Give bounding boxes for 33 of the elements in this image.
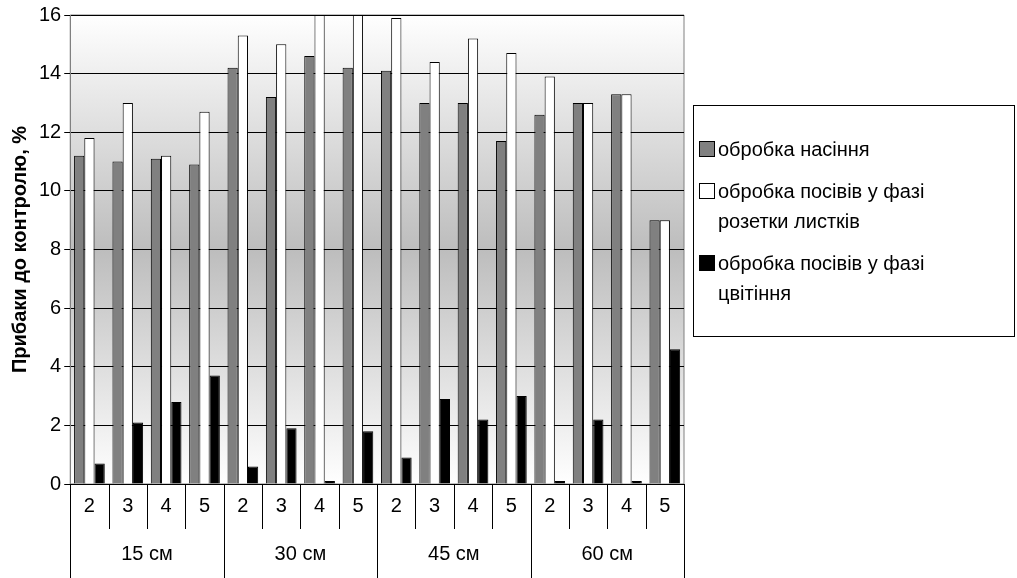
x-tick-label: 4 — [160, 493, 172, 516]
legend-label: обробка посівів у фазі цвітіння — [718, 251, 926, 306]
x-tick-label: 5 — [505, 493, 517, 516]
x-tick-label: 2 — [237, 493, 249, 516]
x-tick-label: 3 — [122, 493, 134, 516]
y-tick-label: 4 — [50, 354, 62, 377]
legend-label: обробка насіння — [718, 137, 870, 162]
x-tick-label: 2 — [390, 493, 402, 516]
x-tick-label: 4 — [467, 493, 479, 516]
y-tick-label: 12 — [39, 119, 62, 142]
x-tick-label: 2 — [83, 493, 95, 516]
x-tick-label: 3 — [275, 493, 287, 516]
text: 15 см — [121, 541, 173, 564]
y-tick-label: 0 — [50, 471, 62, 494]
x-tick-label: 4 — [620, 493, 633, 516]
text: обробка посівів у фазі розетки листків — [718, 179, 926, 234]
x-tick-label: 5 — [659, 493, 671, 516]
x-tick-label: 5 — [352, 493, 364, 516]
y-tick-label: 14 — [39, 61, 62, 84]
x-tick-label: 3 — [582, 493, 594, 516]
text: 30 см — [274, 541, 327, 564]
y-axis-title: Прибаки до контролю, % — [7, 125, 30, 374]
y-tick-label: 6 — [50, 295, 62, 318]
y-tick-label: 2 — [50, 412, 62, 435]
x-tick-label: 5 — [198, 493, 211, 516]
text: 45 см — [428, 541, 480, 564]
x-tick-label: 2 — [544, 493, 556, 516]
y-tick-label: 10 — [39, 178, 62, 201]
x-tick-label: 4 — [314, 493, 326, 516]
text: 60 см — [581, 541, 634, 564]
y-tick-label: 8 — [50, 237, 62, 260]
y-tick-label: 16 — [39, 2, 62, 25]
x-tick-label: 3 — [429, 493, 441, 516]
